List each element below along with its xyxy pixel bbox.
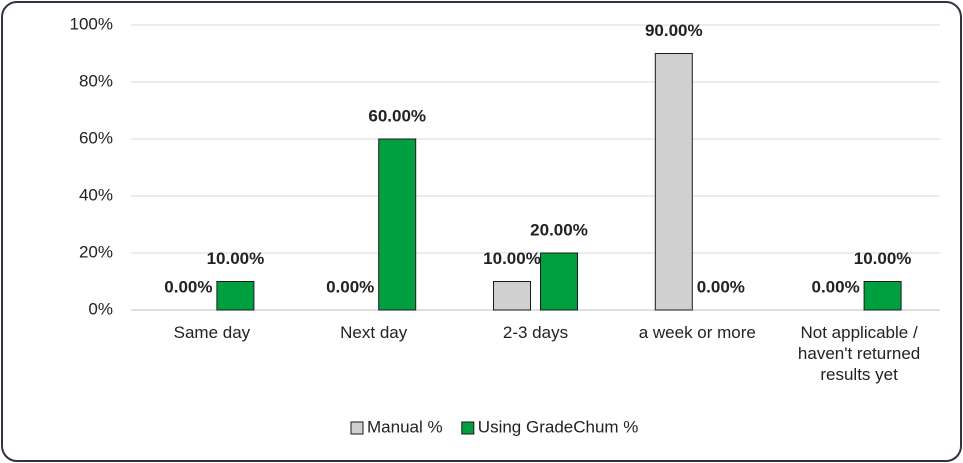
bar [216,281,255,311]
x-tick-label: a week or more [638,323,756,342]
legend-swatch [350,421,364,435]
bar [540,252,578,311]
legend-label: Manual % [367,417,443,436]
value-label: 10.00% [207,249,265,268]
value-label: 0.00% [697,277,745,296]
y-tick-label: 60% [79,128,113,147]
y-tick-label: 0% [88,299,113,318]
bar [493,281,531,311]
y-tick-label: 80% [79,71,113,90]
x-tick-label: Same day [173,323,251,342]
value-label: 90.00% [645,21,703,40]
legend-swatch [461,421,475,435]
legend-label: Using GradeChum % [478,417,639,436]
y-tick-label: 20% [79,242,113,261]
x-tick-label: 2-3 days [502,323,569,342]
x-tick-label: Next day [340,323,408,342]
value-label: 10.00% [483,249,541,268]
y-tick-label: 40% [79,185,113,204]
x-tick-label: Not applicable / haven't returned result… [797,323,921,384]
value-label: 0.00% [164,277,212,296]
value-label: 0.00% [326,277,374,296]
value-label: 60.00% [368,106,426,125]
value-label: 10.00% [854,249,912,268]
bar [863,281,902,311]
bar [654,53,693,311]
value-label: 0.00% [811,277,859,296]
y-tick-label: 100% [70,14,113,33]
bar [378,138,417,311]
value-label: 20.00% [530,220,588,239]
